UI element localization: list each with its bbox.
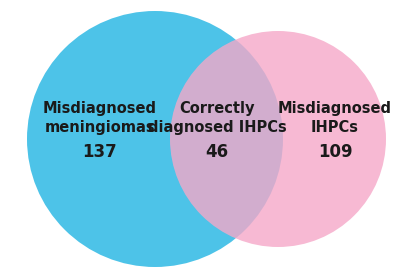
Text: 46: 46	[206, 143, 228, 161]
Text: 137: 137	[83, 143, 117, 161]
Text: 109: 109	[318, 143, 352, 161]
Circle shape	[170, 31, 386, 247]
Text: Misdiagnosed
meningiomas: Misdiagnosed meningiomas	[43, 101, 157, 135]
Text: Misdiagnosed
IHPCs: Misdiagnosed IHPCs	[278, 101, 392, 135]
Text: Correctly
diagnosed IHPCs: Correctly diagnosed IHPCs	[148, 101, 286, 135]
Circle shape	[27, 11, 283, 267]
